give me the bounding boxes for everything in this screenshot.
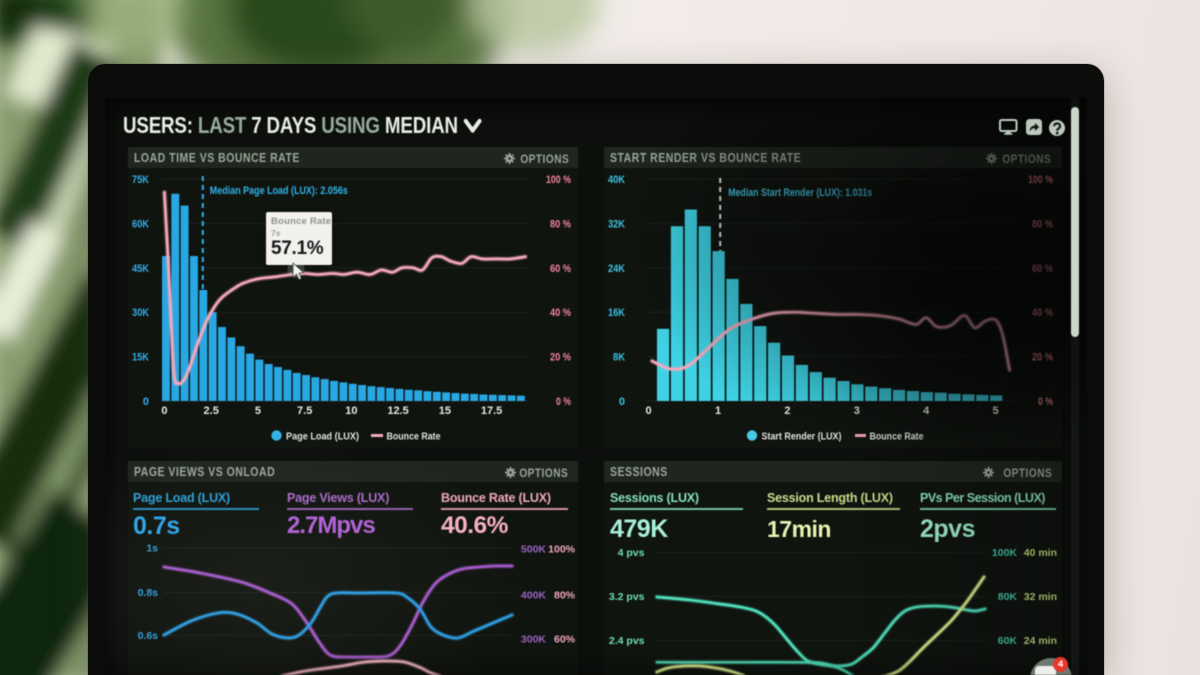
svg-text:5: 5 [993,405,999,417]
svg-text:100K: 100K [992,547,1018,559]
svg-text:5: 5 [255,405,261,417]
svg-text:0 %: 0 % [556,396,571,408]
svg-text:12.5: 12.5 [387,405,408,417]
svg-text:0: 0 [646,405,652,417]
svg-text:80K: 80K [998,591,1018,603]
svg-text:40 %: 40 % [550,307,571,319]
svg-text:100 %: 100 % [546,174,571,186]
svg-text:0.6s: 0.6s [138,630,159,642]
svg-text:2: 2 [784,405,790,417]
svg-text:100%: 100% [548,544,576,556]
svg-text:10: 10 [345,405,357,417]
svg-text:8K: 8K [613,352,625,364]
svg-text:24K: 24K [608,263,625,275]
svg-text:75K: 75K [132,174,149,186]
svg-text:32K: 32K [608,218,625,230]
svg-text:400K: 400K [521,590,547,602]
svg-text:60%: 60% [554,634,576,646]
svg-text:0: 0 [619,396,625,408]
svg-text:4 pvs: 4 pvs [618,547,645,559]
svg-text:17.5: 17.5 [481,405,502,417]
svg-text:20 %: 20 % [1032,352,1053,364]
svg-text:3.2 pvs: 3.2 pvs [609,591,645,603]
svg-text:16K: 16K [608,307,625,319]
svg-text:1: 1 [715,405,721,417]
svg-text:40K: 40K [608,174,625,186]
svg-text:30K: 30K [132,307,149,319]
svg-text:60 %: 60 % [1032,263,1053,275]
svg-text:7.5: 7.5 [297,405,312,417]
svg-text:Page Load (LUX): Page Load (LUX) [286,431,359,443]
svg-text:Bounce Rate: Bounce Rate [870,431,924,443]
svg-text:1s: 1s [146,543,158,555]
svg-text:3: 3 [854,405,860,417]
svg-text:Median Page Load (LUX): 2.056s: Median Page Load (LUX): 2.056s [210,185,348,197]
svg-text:Start Render (LUX): Start Render (LUX) [762,431,842,443]
svg-text:0 %: 0 % [1038,396,1053,408]
svg-text:60 %: 60 % [550,263,571,275]
svg-text:4: 4 [923,405,930,417]
svg-text:20 %: 20 % [550,352,571,364]
svg-text:80%: 80% [554,590,576,602]
svg-text:32 min: 32 min [1024,591,1057,603]
svg-text:Median Start Render (LUX): 1.0: Median Start Render (LUX): 1.031s [728,187,872,199]
svg-text:80 %: 80 % [550,218,571,230]
svg-text:2.4 pvs: 2.4 pvs [609,635,645,647]
svg-text:80 %: 80 % [1032,218,1053,230]
svg-text:15K: 15K [132,352,149,364]
svg-text:0: 0 [161,405,167,417]
svg-text:Bounce Rate: Bounce Rate [387,431,441,443]
svg-text:0.8s: 0.8s [138,587,159,599]
svg-text:40 %: 40 % [1032,307,1053,319]
svg-text:100 %: 100 % [1028,174,1053,186]
svg-text:500K: 500K [521,544,547,556]
svg-text:0: 0 [143,396,149,408]
svg-text:300K: 300K [521,634,547,646]
svg-text:2.5: 2.5 [204,405,219,417]
svg-text:15: 15 [439,405,451,417]
svg-text:60K: 60K [132,218,149,230]
svg-text:40 min: 40 min [1024,547,1057,559]
svg-text:60K: 60K [998,635,1018,647]
svg-text:24 min: 24 min [1024,635,1057,647]
svg-text:45K: 45K [132,263,149,275]
